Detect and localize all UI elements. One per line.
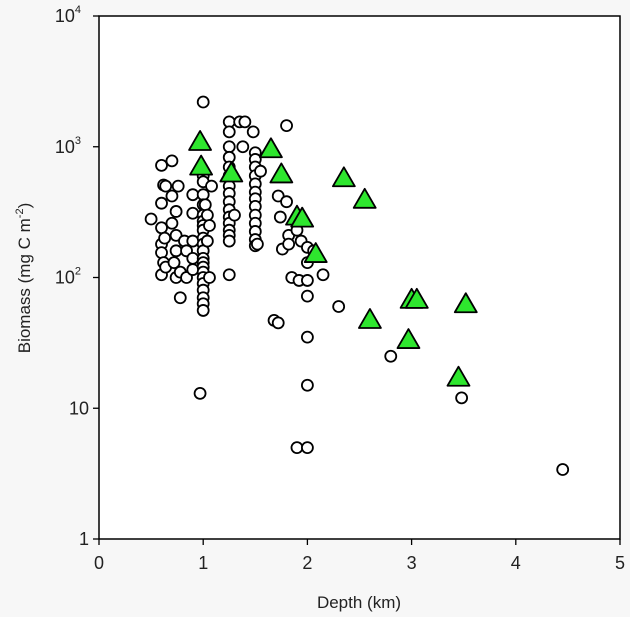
circle-point <box>300 274 314 287</box>
y-axis-title: Biomass (mg C m-2) <box>14 203 34 354</box>
circle-point <box>200 208 214 222</box>
circle-point <box>222 140 236 154</box>
x-tick-label: 2 <box>302 553 312 573</box>
circle-point <box>193 386 207 400</box>
circle-point <box>300 441 314 455</box>
circle-point <box>165 189 179 203</box>
circle-point <box>186 188 200 202</box>
circle-point <box>186 206 200 220</box>
x-axis-ticks: 0 1 2 3 4 5 <box>94 539 625 573</box>
circle-point <box>228 208 241 222</box>
y-tick-label: 102 <box>55 266 81 288</box>
circle-point <box>254 164 267 178</box>
triangle-point <box>259 137 283 159</box>
circle-point <box>165 216 179 230</box>
circle-point <box>316 268 330 282</box>
circle-point <box>384 349 398 363</box>
circle-point <box>222 234 236 248</box>
circle-point <box>300 289 314 303</box>
circle-point <box>222 125 236 139</box>
circle-point <box>280 119 293 133</box>
circle-point <box>196 95 210 109</box>
triangle-point <box>404 287 429 309</box>
circle-point <box>159 179 173 193</box>
triangle-point <box>446 365 471 387</box>
y-tick-base: 10 <box>69 398 89 418</box>
triangle-point <box>331 166 356 188</box>
circle-point <box>198 198 212 212</box>
circle-point <box>273 210 287 224</box>
circle-point <box>238 115 252 129</box>
x-tick-label: 5 <box>615 553 625 573</box>
circle-point <box>155 221 168 235</box>
circle-point <box>169 244 183 258</box>
y-tick-label: 1 <box>79 529 89 549</box>
y-tick-base: 10 <box>55 268 75 288</box>
y-tick-sup: 3 <box>75 135 81 147</box>
circle-point <box>300 378 314 392</box>
y-axis-title-base: Biomass (mg C m <box>15 218 34 353</box>
circle-point <box>167 256 181 270</box>
circle-point <box>173 291 187 305</box>
triangle-point <box>396 328 421 349</box>
y-tick-sup: 2 <box>75 266 81 278</box>
circle-point <box>250 237 264 251</box>
circle-point <box>282 237 296 251</box>
circle-point <box>332 300 346 313</box>
circle-point <box>455 391 469 405</box>
circle-point <box>186 251 200 265</box>
y-tick-base: 10 <box>55 137 75 157</box>
circle-point <box>246 125 260 139</box>
circle-point <box>158 231 172 245</box>
circle-point <box>165 154 179 168</box>
triangle-point <box>290 206 315 228</box>
y-axis-title-sup: -2 <box>14 208 26 218</box>
circle-point <box>169 205 183 218</box>
circle-point <box>271 316 285 330</box>
circle-point <box>205 179 218 193</box>
circle-point <box>186 263 200 276</box>
y-axis-title-close: ) <box>15 203 34 209</box>
y-tick-base: 1 <box>79 529 89 549</box>
x-tick-label: 3 <box>407 553 417 573</box>
x-tick-label: 4 <box>511 553 521 573</box>
circle-point <box>196 304 210 317</box>
triangle-point <box>269 162 294 184</box>
triangle-point <box>219 161 244 183</box>
circle-point <box>236 140 250 154</box>
triangle-point <box>453 292 478 314</box>
circle-point <box>186 234 200 248</box>
circle-point <box>203 219 216 232</box>
circle-point <box>290 441 304 455</box>
triangle-point <box>189 154 214 176</box>
circle-point <box>155 159 168 172</box>
triangle-point <box>358 308 382 329</box>
y-tick-base: 10 <box>55 6 75 26</box>
circle-point <box>300 330 314 344</box>
circle-point <box>280 195 293 209</box>
circle-point <box>155 196 168 210</box>
triangle-point <box>188 130 212 151</box>
x-tick-label: 1 <box>198 553 208 573</box>
x-tick-label: 0 <box>94 553 104 573</box>
data-points <box>144 95 570 476</box>
y-tick-label: 10 <box>69 398 89 418</box>
circle-point <box>171 179 185 193</box>
circle-point <box>144 212 158 226</box>
y-tick-label: 103 <box>55 135 81 157</box>
circle-point <box>556 463 570 476</box>
circle-point <box>222 268 236 282</box>
triangle-point <box>352 187 377 209</box>
circle-point <box>203 271 216 284</box>
x-axis-title: Depth (km) <box>317 593 401 612</box>
triangle-point <box>303 242 328 263</box>
y-tick-sup: 4 <box>75 4 81 16</box>
y-tick-label: 104 <box>55 4 81 26</box>
circle-point <box>200 234 214 248</box>
